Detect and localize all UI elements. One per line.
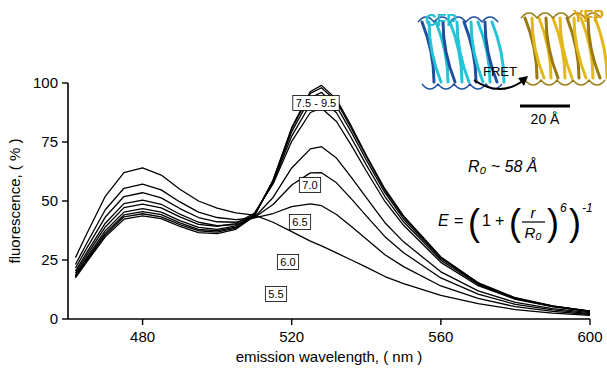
loop xyxy=(525,80,605,85)
x-tick xyxy=(142,319,143,325)
fraction-bar xyxy=(522,221,545,222)
curve-label: 5.5 xyxy=(268,288,283,300)
equation-part: E xyxy=(438,212,449,229)
x-tick xyxy=(440,319,441,325)
equation-part: r xyxy=(531,204,537,221)
y-tick xyxy=(62,318,68,319)
curve-label: 6.5 xyxy=(292,216,307,228)
curve-label: 7.5 - 9.5 xyxy=(296,97,336,109)
spectrum-line xyxy=(75,184,590,315)
x-tick xyxy=(589,319,590,325)
chart: 480 520 560 600 0 25 50 75 100 emission wavelengt… xyxy=(0,0,607,376)
x-tick-label: 560 xyxy=(428,328,453,345)
x-tick-label: 600 xyxy=(577,328,602,345)
equation-part: ) xyxy=(569,202,581,243)
fret-label: FRET xyxy=(483,64,517,79)
y-tick xyxy=(62,82,68,83)
equation-part: = xyxy=(454,212,463,229)
spectrum-line xyxy=(75,100,590,312)
curve-label: 6.0 xyxy=(280,256,295,268)
curve-label-box xyxy=(289,215,310,230)
spectrum-line xyxy=(75,88,590,311)
y-tick-label: 0 xyxy=(50,310,58,327)
strand xyxy=(595,18,607,78)
spectrum-line xyxy=(75,92,590,311)
fret-arrowhead xyxy=(518,76,528,86)
curve-label-box xyxy=(277,255,298,270)
curve-label-box xyxy=(265,287,286,302)
y-tick xyxy=(62,141,68,142)
equation-part: R₀ xyxy=(524,224,541,241)
equation-part: 6 xyxy=(560,201,567,215)
equation-part: + xyxy=(495,212,504,229)
spectrum-line xyxy=(75,85,590,311)
y-tick-label: 50 xyxy=(41,192,58,209)
curve-label-box xyxy=(299,178,320,193)
curve-label: 7.0 xyxy=(302,179,317,191)
equation-part: -1 xyxy=(582,201,593,215)
x-tick-label: 520 xyxy=(279,328,304,345)
equation-part: ( xyxy=(468,202,480,243)
equation-part: ) xyxy=(547,202,559,243)
plot-area xyxy=(75,85,590,315)
spectrum-line xyxy=(75,147,590,313)
y-tick xyxy=(62,259,68,260)
y-tick-label: 25 xyxy=(41,251,58,268)
scale-bar xyxy=(520,105,570,108)
curve-label-box xyxy=(293,96,339,111)
fret-arrow xyxy=(474,80,524,89)
spectrum-line xyxy=(75,173,590,314)
donor-label: CFP xyxy=(425,12,457,29)
spectrum-line xyxy=(75,168,590,315)
x-axis xyxy=(68,318,590,320)
equation-part: 1 xyxy=(482,212,491,229)
y-tick-label: 75 xyxy=(41,133,58,150)
y-tick-label: 100 xyxy=(33,74,58,91)
forster-radius: R₀ ~ 58 Å xyxy=(468,157,537,175)
y-axis-label: fluorescence, ( % ) xyxy=(6,138,23,263)
equation-part: ( xyxy=(509,202,521,243)
x-tick-label: 480 xyxy=(130,328,155,345)
y-tick xyxy=(62,200,68,201)
scale-bar-label: 20 Å xyxy=(531,111,560,127)
x-axis-label: emission wavelength, ( nm ) xyxy=(236,348,423,365)
x-tick xyxy=(291,319,292,325)
acceptor-label: YFP xyxy=(573,8,604,25)
